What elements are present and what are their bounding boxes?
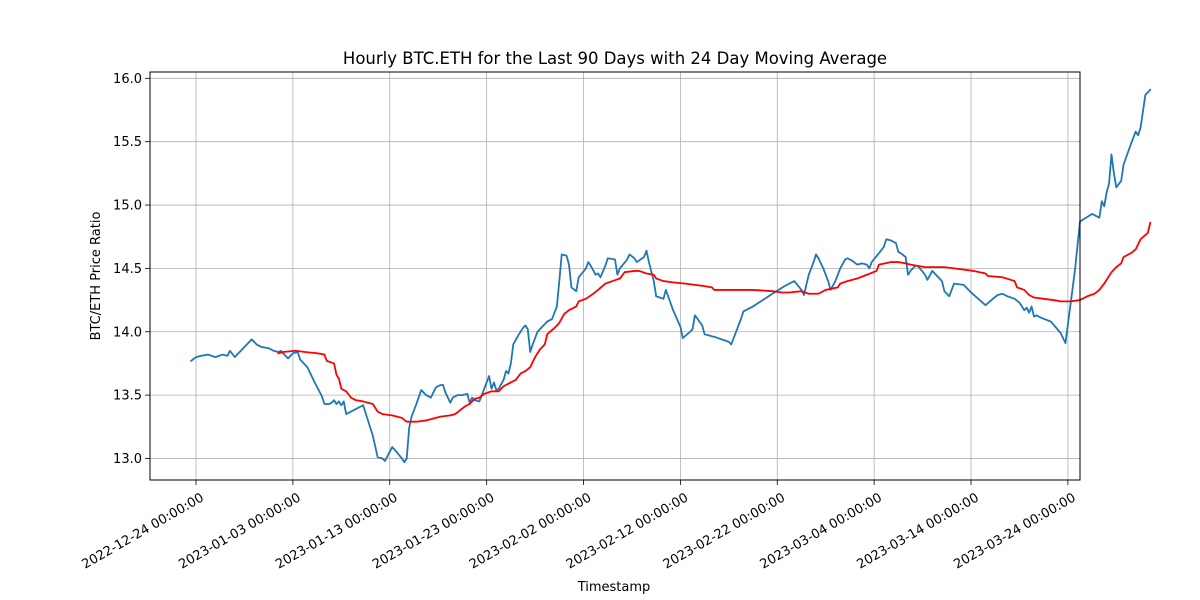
grid-lines [150,72,1080,480]
y-tick-label: 14.0 [113,325,142,340]
y-axis: 13.0 13.5 14.0 14.5 15.0 15.5 16.0 [113,72,150,467]
chart-title: Hourly BTC.ETH for the Last 90 Days with… [343,49,887,68]
y-tick-label: 13.0 [113,452,142,467]
x-axis-label: Timestamp [577,580,651,595]
series-layer [189,88,1152,464]
plot-frame [149,71,1081,481]
y-tick-label: 15.5 [113,135,142,150]
y-tick-label: 13.5 [113,389,142,404]
moving-average-line [277,221,1152,423]
y-axis-label: BTC/ETH Price Ratio [89,212,104,341]
y-tick-label: 16.0 [113,72,142,87]
y-tick-label: 15.0 [113,199,142,214]
price-ratio-line [189,88,1152,464]
y-tick-label: 14.5 [113,262,142,277]
